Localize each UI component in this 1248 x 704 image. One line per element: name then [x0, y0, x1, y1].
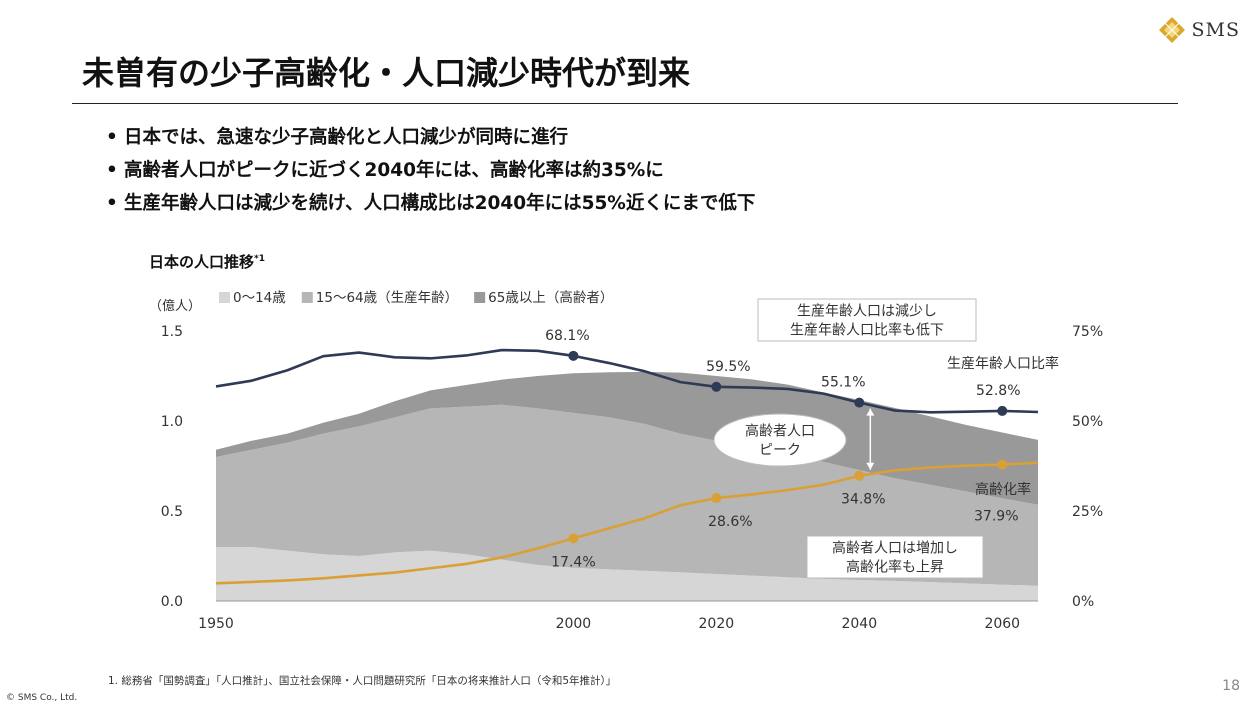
x-tick-label: 1950 [198, 616, 234, 632]
bullet-mark: • [106, 193, 118, 214]
data-point-marker [854, 470, 865, 481]
y-unit-label: （億人） [149, 298, 201, 314]
data-point-marker [711, 493, 722, 504]
annotation-elderly-increase-text: 高齢化率も上昇 [846, 559, 944, 576]
annotation-elderly-peak-text: ピーク [759, 443, 801, 459]
footnote: 1. 総務省「国勢調査」「人口推計」、国立社会保障・人口問題研究所「日本の将来推… [108, 675, 617, 687]
data-point-marker [711, 381, 722, 392]
y2-tick-label: 50% [1072, 414, 1103, 430]
legend-label: 15〜64歳（生産年齢） [316, 290, 458, 306]
annotation-working-decline-box [757, 298, 977, 342]
annotation-elderly-peak-text: 高齢者人口 [745, 423, 815, 440]
data-point-marker [997, 459, 1008, 470]
y2-tick-label: 0% [1072, 594, 1094, 610]
x-tick-label: 2060 [984, 616, 1020, 632]
bullet-list: • 日本では、急速な少子高齢化と人口減少が同時に進行 • 高齢者人口がピークに近づく… [106, 121, 755, 220]
area-series-3 [216, 371, 1038, 505]
page-title: 未曽有の少子高齢化・人口減少時代が到来 [82, 54, 691, 92]
data-point-label: 37.9% [974, 509, 1018, 525]
diamond-logo-icon [1158, 17, 1185, 43]
data-point-label: 28.6% [708, 514, 752, 530]
page-number: 18 [1222, 678, 1240, 694]
legend-swatch [474, 292, 486, 303]
legend-label: 0〜14歳 [233, 290, 286, 306]
y-tick-label: 1.0 [161, 414, 183, 430]
y2-tick-label: 75% [1072, 324, 1103, 340]
line-series-2 [215, 461, 1039, 585]
bullet-mark: • [106, 127, 118, 148]
area-series-1 [216, 547, 1038, 601]
legend-swatch [301, 292, 313, 303]
data-point-label: 17.4% [551, 554, 595, 570]
data-point-marker [568, 350, 579, 361]
legend-label: 65歳以上（高齢者） [488, 289, 613, 306]
bullet-text: 日本では、急速な少子高齢化と人口減少が同時に進行 [124, 127, 569, 148]
line-name-working-ratio: 生産年齢人口比率 [947, 355, 1059, 372]
data-point-marker [997, 405, 1008, 416]
annotation-elderly-increase-text: 高齢者人口は増加し [832, 540, 958, 557]
brand-logo: SMS [1158, 16, 1241, 44]
y-tick-label: 1.5 [161, 324, 183, 340]
bullet-mark: • [106, 160, 118, 181]
data-point-label: 68.1% [545, 328, 589, 344]
chart-title: 日本の人口推移*1 [149, 251, 265, 272]
chart-title-text: 日本の人口推移 [149, 253, 255, 271]
x-tick-label: 2040 [841, 616, 877, 632]
bullet-text: 高齢者人口がピークに近づく2040年には、高齢化率は約35%に [124, 160, 664, 181]
brand-name: SMS [1191, 19, 1240, 41]
line-series-1 [215, 348, 1039, 414]
data-point-marker [854, 397, 865, 408]
data-point-label: 34.8% [841, 492, 885, 508]
y-tick-label: 0.0 [161, 594, 183, 610]
data-point-label: 52.8% [976, 383, 1020, 399]
y-tick-label: 0.5 [161, 504, 183, 520]
data-point-label: 55.1% [821, 375, 865, 391]
bullet-item: • 生産年齢人口は減少を続け、人口構成比は2040年には55%近くにまで低下 [106, 187, 755, 220]
data-point-label: 59.5% [706, 359, 750, 375]
y2-tick-label: 25% [1072, 504, 1103, 520]
bullet-item: • 日本では、急速な少子高齢化と人口減少が同時に進行 [106, 121, 755, 154]
data-point-marker [568, 533, 579, 544]
annotation-working-decline-text: 生産年齢人口比率も低下 [790, 322, 944, 339]
peak-arrow-head-up [866, 408, 875, 416]
bullet-item: • 高齢者人口がピークに近づく2040年には、高齢化率は約35%に [106, 154, 755, 187]
chart-title-note: *1 [254, 254, 265, 264]
x-tick-label: 2020 [699, 616, 735, 632]
peak-arrow-head-down [866, 462, 875, 470]
line-name-aging-rate: 高齢化率 [975, 481, 1031, 498]
copyright: © SMS Co., Ltd. [6, 693, 78, 703]
annotation-elderly-peak-shape [713, 413, 847, 467]
bullet-text: 生産年齢人口は減少を続け、人口構成比は2040年には55%近くにまで低下 [124, 193, 756, 214]
legend-swatch [219, 292, 230, 303]
x-tick-label: 2000 [556, 616, 592, 632]
annotation-working-decline-text: 生産年齢人口は減少し [797, 303, 937, 320]
annotation-elderly-increase-box [806, 535, 984, 579]
title-divider [72, 103, 1178, 104]
